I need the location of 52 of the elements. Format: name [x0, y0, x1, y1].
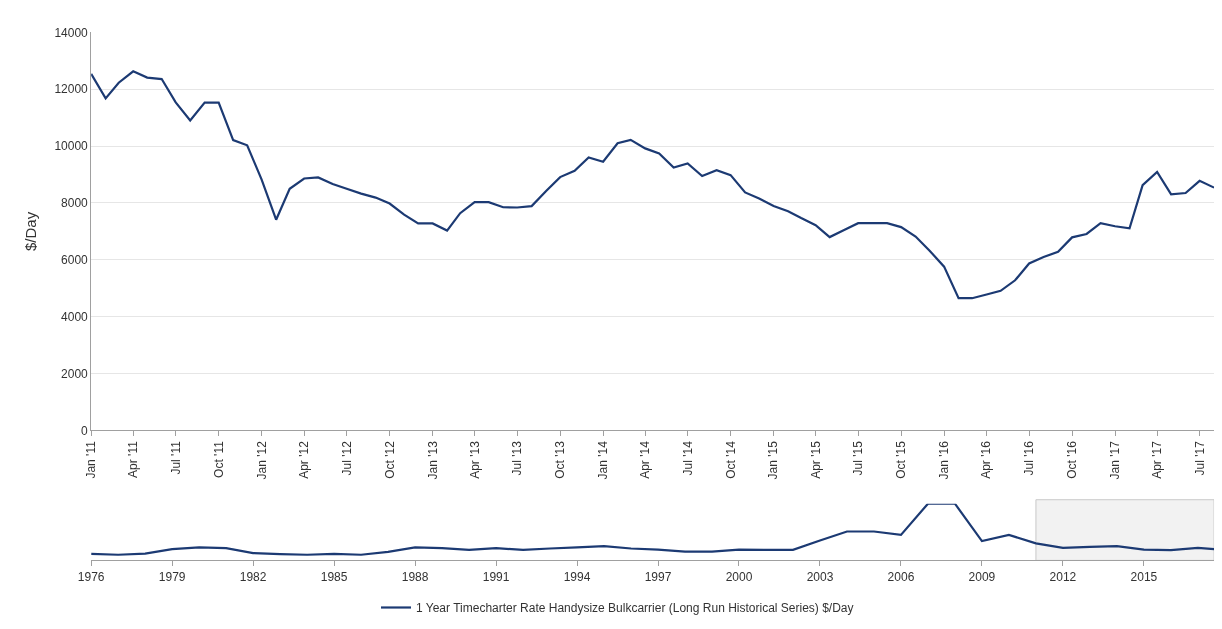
- x-tick-label: Oct '11: [211, 440, 226, 478]
- x-tick-label: Jan '17: [1107, 440, 1122, 480]
- y-tick-label: 8000: [61, 196, 89, 211]
- x-tick-label: Jul '16: [1022, 440, 1037, 476]
- y-tick-label: 4000: [61, 309, 89, 324]
- y-tick-label: 6000: [61, 253, 89, 268]
- x-tick-label: 1979: [158, 569, 186, 584]
- x-tick-label: 1997: [644, 569, 672, 584]
- x-tick-label: Apr '17: [1150, 440, 1164, 479]
- x-tick-label: Oct '15: [894, 440, 909, 479]
- legend-label: 1 Year Timecharter Rate Handysize Bulkcarrier (Long Run Historical Series) $/Day: [416, 601, 854, 616]
- x-tick-label: Jan '12: [254, 440, 269, 480]
- x-tick-label: 2012: [1049, 569, 1077, 584]
- y-tick-label: 14000: [54, 25, 89, 40]
- x-tick-label: 1991: [482, 569, 510, 584]
- x-tick-label: 2006: [887, 569, 915, 584]
- x-tick-label: Apr '16: [979, 440, 994, 479]
- x-tick-label: 1982: [239, 569, 267, 584]
- x-tick-label: 1994: [563, 569, 591, 584]
- x-tick-label: Apr '15: [808, 440, 823, 479]
- x-tick-label: 1988: [401, 569, 429, 584]
- x-tick-label: 2009: [968, 569, 996, 584]
- x-tick-label: Jul '12: [339, 440, 354, 476]
- x-tick-label: Jan '11: [84, 440, 99, 479]
- x-tick-label: Jan '16: [937, 440, 951, 480]
- y-axis-title: $/Day: [21, 211, 39, 251]
- x-tick-label: Jul '14: [680, 440, 695, 476]
- x-tick-label: 2015: [1130, 569, 1158, 584]
- line-series: [91, 70, 1215, 300]
- x-tick-label: Oct '13: [553, 440, 568, 479]
- x-tick-label: 1985: [320, 569, 348, 584]
- x-tick-label: Apr '12: [297, 440, 312, 479]
- x-tick-label: Jan '14: [596, 440, 611, 480]
- x-tick-label: Oct '12: [382, 440, 397, 479]
- x-tick-label: Oct '16: [1064, 440, 1079, 479]
- y-tick-label: 0: [81, 423, 89, 438]
- x-tick-label: Apr '13: [467, 440, 482, 479]
- x-tick-label: Apr '11: [126, 440, 141, 478]
- y-tick-label: 10000: [54, 139, 89, 154]
- y-tick-label: 12000: [54, 82, 89, 97]
- x-tick-label: 1976: [77, 569, 105, 584]
- x-tick-label: Jan '15: [766, 440, 781, 480]
- x-tick-label: Jul '17: [1192, 440, 1207, 476]
- x-tick-label: Jul '15: [851, 440, 866, 476]
- x-tick-label: Jul '11: [168, 440, 183, 475]
- x-tick-label: Apr '14: [638, 440, 653, 479]
- x-tick-label: Jan '13: [425, 440, 440, 480]
- x-tick-label: 2003: [806, 569, 834, 584]
- x-tick-label: Jul '13: [510, 440, 525, 476]
- x-tick-label: 2000: [725, 569, 753, 584]
- y-tick-label: 2000: [61, 366, 89, 381]
- x-tick-label: Oct '14: [723, 440, 738, 479]
